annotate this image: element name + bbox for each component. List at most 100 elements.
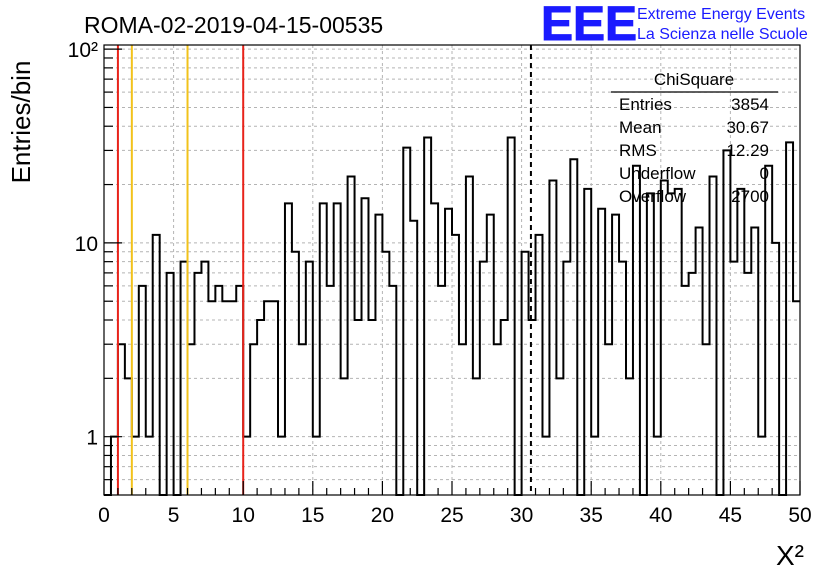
histogram-bin	[522, 252, 529, 495]
histogram-bin	[201, 262, 208, 495]
x-tick-label: 25	[440, 504, 463, 527]
y-tick-label: 10	[75, 233, 98, 256]
x-tick-label: 10	[232, 504, 255, 527]
histogram-bin	[689, 273, 696, 495]
histogram-bin	[132, 437, 139, 495]
y-tick-label: 1	[86, 427, 98, 450]
histogram-bin	[327, 286, 334, 495]
x-tick-label: 15	[301, 504, 324, 527]
histogram-bin	[445, 209, 452, 495]
grid	[104, 45, 800, 495]
x-tick-label: 0	[98, 504, 110, 527]
histogram-bin	[229, 301, 236, 495]
histogram-bin	[744, 273, 751, 495]
histogram-bin	[473, 378, 480, 495]
histogram-bin	[542, 437, 549, 495]
stats-title: ChiSquare	[654, 70, 734, 89]
x-tick-label: 50	[788, 504, 811, 527]
x-tick-labels: 0 5 10 15 20 25 30 35 40 45 50	[98, 504, 812, 527]
histogram-bin	[723, 150, 730, 495]
histogram-bin	[633, 166, 640, 495]
x-tick-label: 45	[719, 504, 742, 527]
histogram-bin	[598, 209, 605, 495]
histogram-bin	[668, 193, 675, 495]
histogram-bin	[271, 301, 278, 495]
histogram-bin	[584, 189, 591, 495]
histogram-bin	[306, 262, 313, 495]
histogram-bin	[125, 378, 132, 495]
histogram-bin	[278, 437, 285, 495]
histogram-bin	[710, 177, 717, 495]
histogram-bin	[619, 262, 626, 495]
histogram-bin	[285, 203, 292, 495]
histogram-bin	[194, 273, 201, 495]
histogram-bin	[403, 148, 410, 495]
x-tick-label: 5	[168, 504, 180, 527]
y-tick-labels: 1 10 10²	[68, 39, 98, 450]
stats-label-entries: Entries	[619, 95, 672, 114]
histogram-bin	[167, 273, 174, 495]
histogram-bin	[243, 437, 250, 495]
histogram-bin	[292, 252, 299, 495]
histogram-bin	[118, 344, 125, 495]
stats-label-overflow: Overflow	[619, 187, 687, 206]
histogram-bin	[529, 320, 536, 495]
histogram-bin	[696, 228, 703, 495]
histogram-bin	[368, 320, 375, 495]
histogram-bin	[556, 378, 563, 495]
x-tick-label: 40	[649, 504, 672, 527]
histogram-bin	[299, 344, 306, 495]
stats-value-rms: 12.29	[726, 141, 769, 160]
histogram-bin	[320, 203, 327, 495]
histogram-bin	[382, 252, 389, 495]
histogram-bin	[146, 437, 153, 495]
histogram-bin	[341, 378, 348, 495]
histogram-bin	[222, 301, 229, 495]
histogram-bin	[410, 221, 417, 495]
histogram-bin	[389, 286, 396, 495]
stats-value-underflow: 0	[760, 164, 769, 183]
histogram-bin	[508, 137, 515, 495]
stats-label-rms: RMS	[619, 141, 657, 160]
histogram-bin	[480, 262, 487, 495]
histogram-bin	[793, 301, 800, 495]
histogram-bin	[153, 235, 160, 495]
histogram-bin	[605, 344, 612, 495]
histogram-bin	[647, 193, 654, 495]
x-tick-label: 30	[510, 504, 533, 527]
histogram-outline	[104, 136, 800, 496]
histogram-bin	[751, 228, 758, 495]
histogram-bin	[424, 137, 431, 495]
histogram-bin	[264, 301, 271, 495]
eee-logo: EEE	[541, 0, 637, 51]
histogram-bin	[758, 437, 765, 495]
histogram-bin	[250, 344, 257, 495]
histogram-bin	[452, 235, 459, 495]
histogram-bin	[348, 177, 355, 495]
histogram-bin	[208, 301, 215, 495]
y-tick-label: 10²	[68, 39, 98, 62]
histogram-bin	[139, 286, 146, 495]
histogram-bin	[661, 180, 668, 495]
stats-value-overflow: 2700	[731, 187, 769, 206]
stats-box: ChiSquare Entries 3854 Mean 30.67 RMS 12…	[611, 70, 778, 206]
histogram-bin	[334, 203, 341, 495]
histogram-bin	[313, 437, 320, 495]
histogram-bin	[591, 437, 598, 495]
histogram-bin	[431, 203, 438, 495]
histogram-bin	[682, 286, 689, 495]
histogram-bin	[570, 159, 577, 495]
histogram-bin	[188, 344, 195, 495]
stats-value-mean: 30.67	[726, 118, 769, 137]
y-axis-label: Entries/bin	[6, 61, 36, 184]
histogram-bin	[487, 215, 494, 495]
histogram-bin	[675, 189, 682, 495]
histogram-bin	[501, 320, 508, 495]
histogram-bin	[765, 166, 772, 495]
x-tick-label: 35	[580, 504, 603, 527]
histogram-bin	[549, 180, 556, 495]
run-title: ROMA-02-2019-04-15-00535	[84, 12, 383, 38]
histogram-bars	[104, 136, 800, 496]
histogram-bin	[654, 437, 661, 495]
